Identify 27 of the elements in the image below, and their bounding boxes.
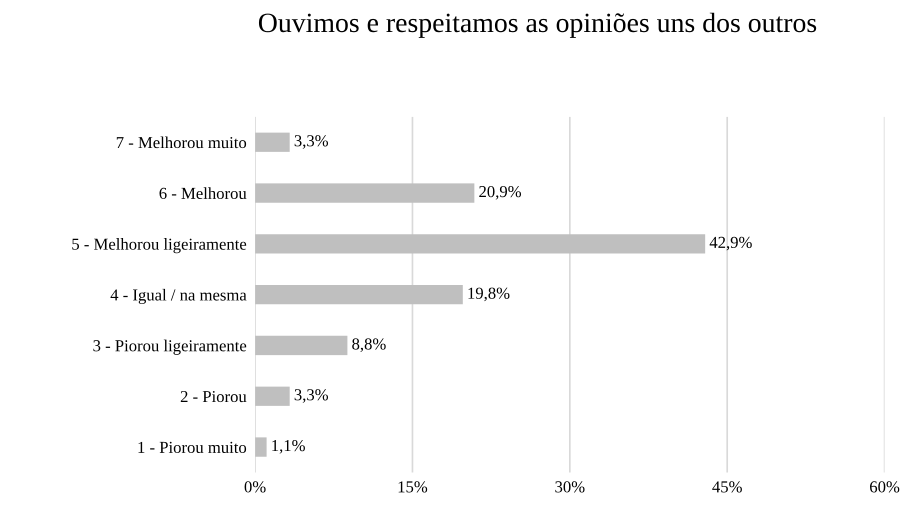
data-label: 20,9% <box>479 186 522 200</box>
bar <box>255 132 290 152</box>
data-label: 42,9% <box>710 236 752 250</box>
x-tick-label: 15% <box>398 481 428 493</box>
data-label: 3,3% <box>294 389 328 403</box>
y-tick-label: 6 - Melhorou <box>160 187 246 199</box>
y-tick-label: 2 - Piorou <box>180 390 246 402</box>
x-tick-label: 30% <box>555 481 585 493</box>
bar <box>255 284 463 304</box>
bar <box>255 336 348 356</box>
data-label: 1,1% <box>272 440 305 454</box>
chart-title: Ouvimos e respeitamos as opiniões uns dos outros <box>258 12 816 38</box>
y-tick-label: 1 - Piorou muito <box>138 442 246 453</box>
y-tick-label: 4 - Igual / na mesma <box>110 288 247 304</box>
bar <box>255 437 267 457</box>
bar <box>255 386 290 406</box>
y-tick-label: 5 - Melhorou ligeiramente <box>72 238 246 254</box>
bar <box>255 183 474 203</box>
x-tick-label: 60% <box>870 481 900 493</box>
data-label: 19,8% <box>468 288 510 302</box>
bar <box>255 234 706 254</box>
y-tick-label: 3 - Piorou ligeiramente <box>93 340 246 355</box>
y-tick-label: 7 - Melhorou muito <box>116 136 246 148</box>
data-label: 3,3% <box>294 135 328 149</box>
data-label: 8,8% <box>352 338 386 352</box>
x-tick-label: 0% <box>244 481 266 493</box>
x-tick-label: 45% <box>712 481 742 493</box>
